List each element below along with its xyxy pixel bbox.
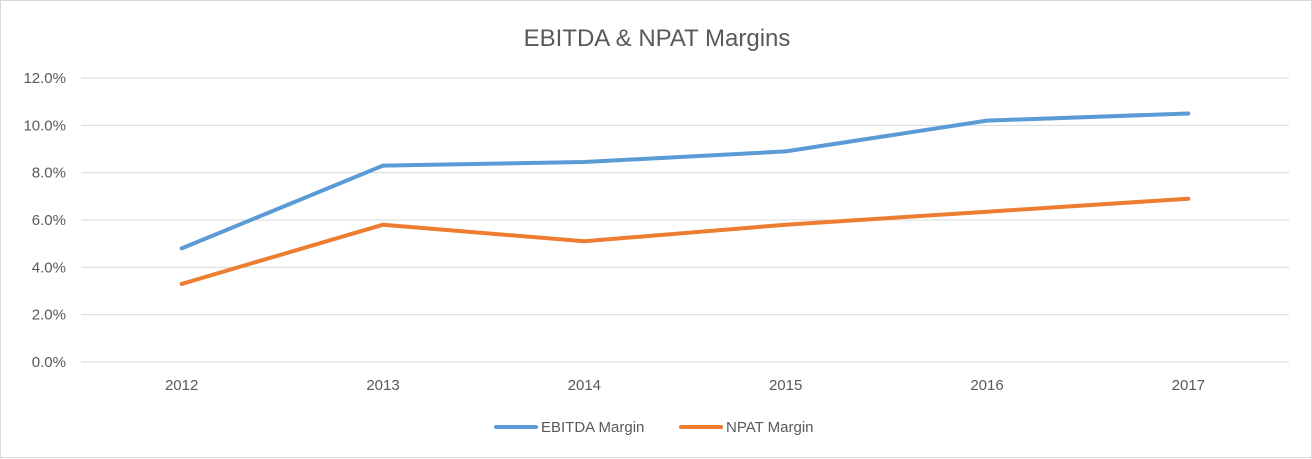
- x-tick-label: 2016: [970, 377, 1003, 394]
- y-tick-label: 2.0%: [32, 307, 66, 324]
- y-tick-label: 0.0%: [32, 354, 66, 371]
- y-tick-label: 10.0%: [23, 117, 66, 134]
- x-tick-label: 2017: [1172, 377, 1205, 394]
- x-tick-label: 2012: [165, 377, 198, 394]
- y-axis-ticks: 0.0% 2.0% 4.0% 6.0% 8.0% 10.0% 12.0%: [23, 70, 66, 371]
- y-tick-label: 8.0%: [32, 165, 66, 182]
- chart-title: EBITDA & NPAT Margins: [524, 25, 791, 52]
- legend: EBITDA Margin NPAT Margin: [494, 419, 814, 436]
- gridlines: [81, 77, 1289, 363]
- x-tick-label: 2014: [568, 377, 601, 394]
- legend-label-ebitda-margin: EBITDA Margin: [541, 419, 644, 436]
- series-line-npat-margin: [179, 196, 1191, 286]
- x-tick-label: 2013: [366, 377, 399, 394]
- legend-label-npat-margin: NPAT Margin: [726, 419, 814, 436]
- series-line-ebitda-margin: [179, 111, 1191, 251]
- y-tick-label: 6.0%: [32, 212, 66, 229]
- y-tick-label: 4.0%: [32, 259, 66, 276]
- series-lines: [179, 111, 1191, 286]
- x-axis-ticks: 2012 2013 2014 2015 2016 2017: [165, 377, 1205, 394]
- x-tick-label: 2015: [769, 377, 802, 394]
- y-tick-label: 12.0%: [23, 70, 66, 87]
